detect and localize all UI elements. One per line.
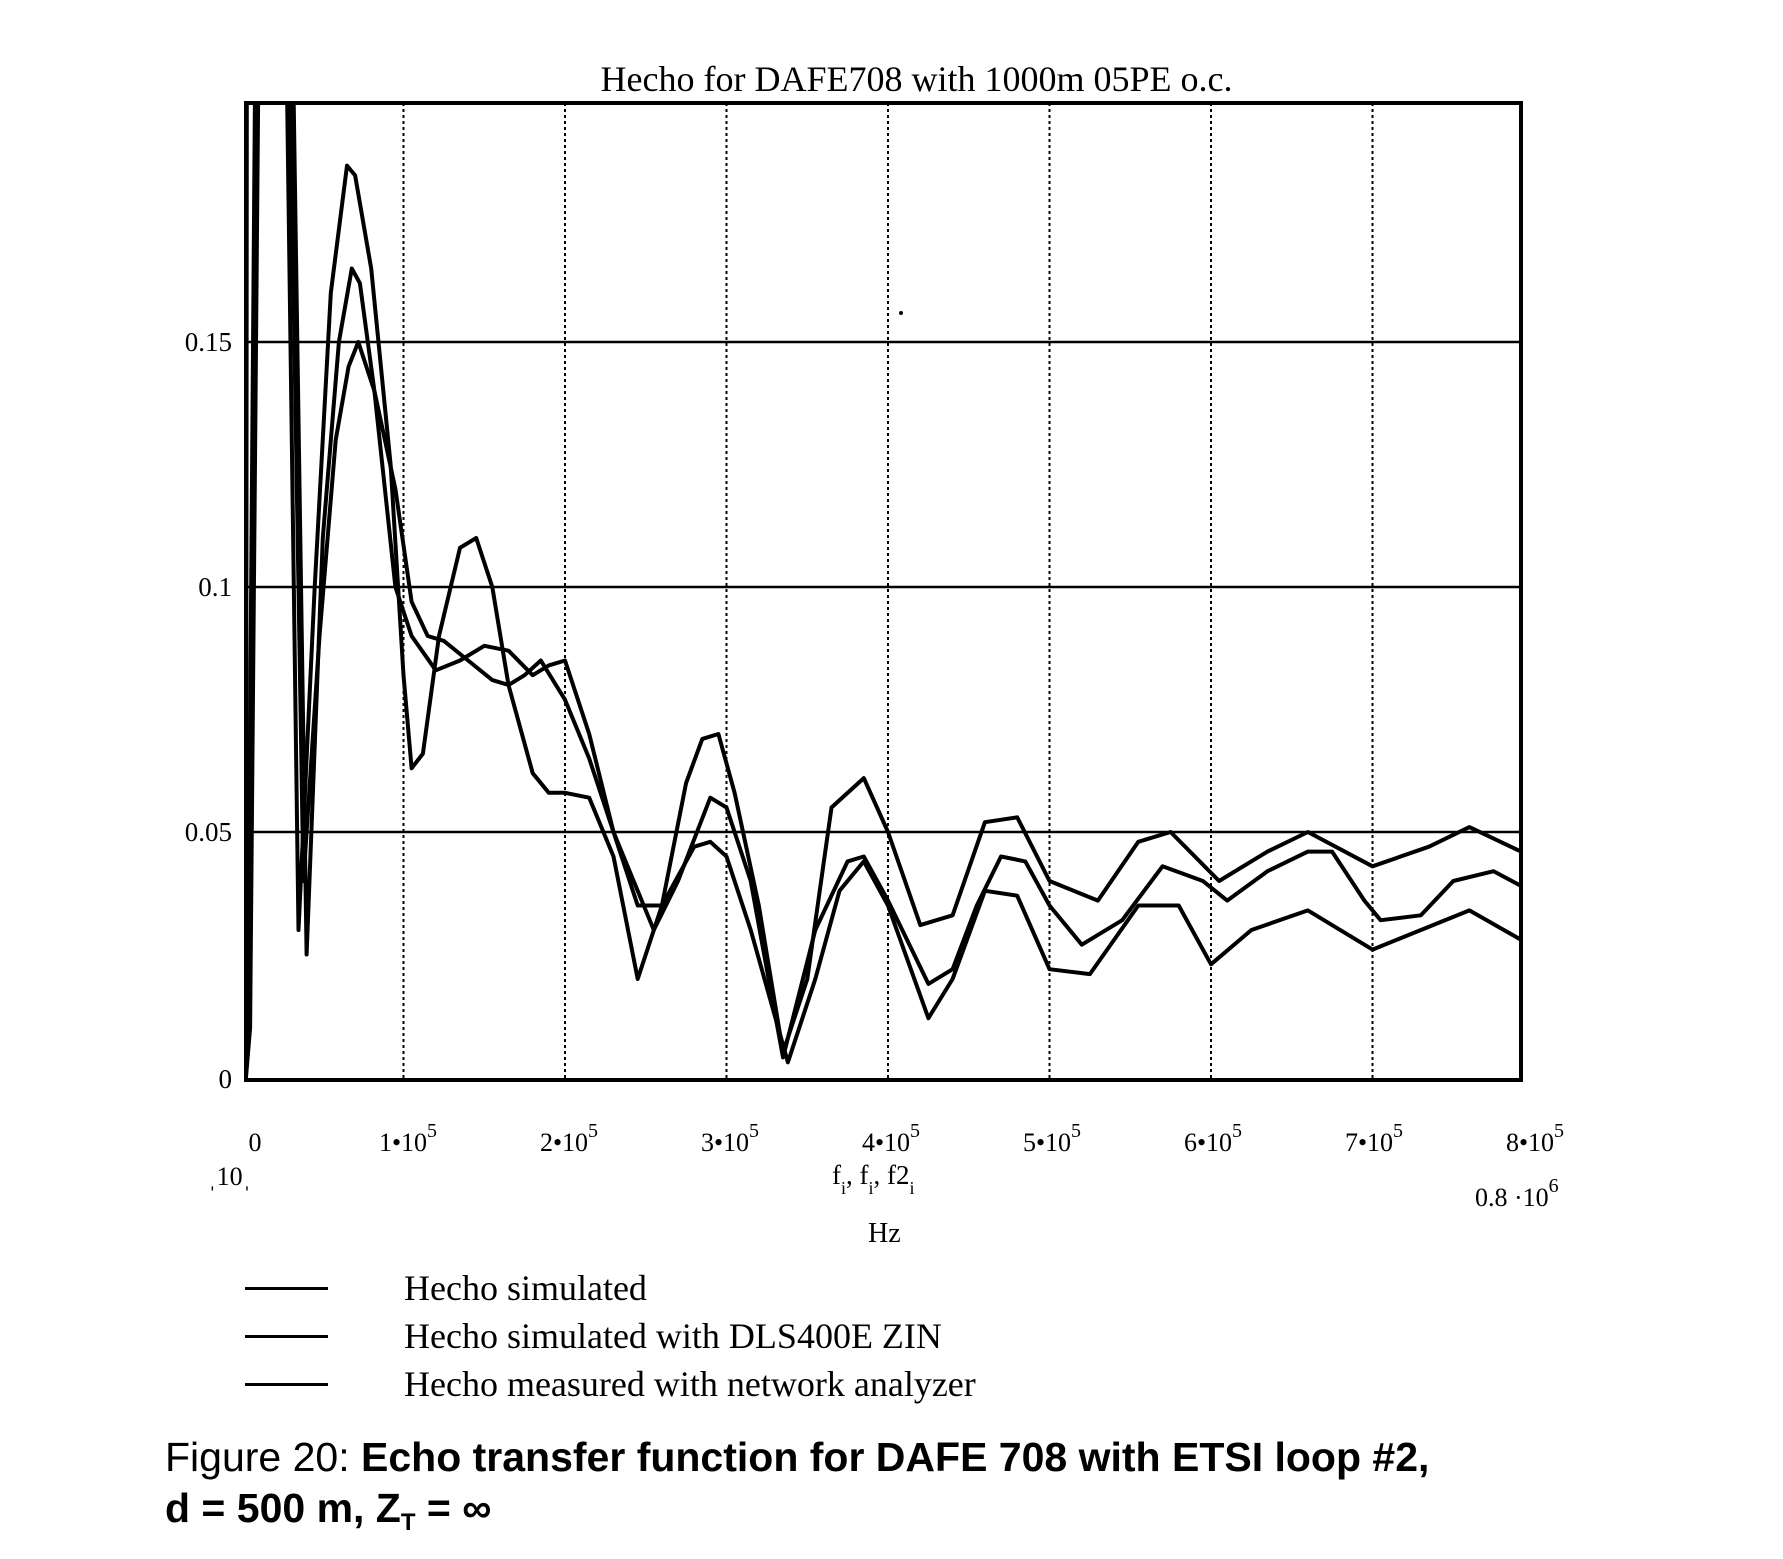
x-range-end-note: 0.8 ·106	[1475, 1175, 1559, 1212]
series-line-1	[244, 101, 1522, 1078]
scan-artifact-dot	[899, 311, 903, 315]
legend-line-swatch	[245, 1382, 328, 1386]
y-tick-0-1: 0.1	[198, 572, 232, 602]
legend-line-swatch	[245, 1334, 328, 1338]
chart-title: Hecho for DAFE708 with 1000m 05PE o.c.	[600, 59, 1233, 99]
x-tick-6e5: 6•105	[1183, 1120, 1243, 1157]
legend-label: Hecho simulated with DLS400E ZIN	[404, 1316, 942, 1356]
legend-item-hecho-measured: Hecho measured with network analyzer	[245, 1362, 976, 1406]
figure-caption: Figure 20: Echo transfer function for DA…	[165, 1434, 1430, 1536]
x-tick-8e5: 8•105	[1505, 1120, 1565, 1157]
x-tick-4e5: 4•105	[861, 1120, 921, 1157]
x-axis-variables: fi, fi, f2i	[832, 1160, 915, 1198]
plot-frame	[244, 101, 1523, 1082]
y-tick-0-05: 0.05	[184, 817, 232, 847]
y-tick-0: 0	[218, 1064, 233, 1094]
x-range-start-note: ˌ10ˌ	[208, 1162, 252, 1191]
x-axis-unit: Hz	[868, 1218, 901, 1249]
legend-label: Hecho simulated	[404, 1268, 647, 1308]
grid-lines	[246, 103, 1521, 1080]
x-tick-0: 0	[248, 1128, 262, 1157]
series-line-2	[244, 101, 1522, 1078]
x-tick-1e5: 1•105	[378, 1120, 438, 1157]
y-tick-0-15: 0.15	[184, 327, 232, 357]
x-tick-7e5: 7•105	[1344, 1120, 1404, 1157]
series-line-3	[244, 101, 1522, 1078]
legend-item-hecho-simulated: Hecho simulated	[245, 1266, 647, 1310]
data-series	[244, 101, 1522, 1078]
legend-label: Hecho measured with network analyzer	[404, 1364, 976, 1404]
x-tick-5e5: 5•105	[1022, 1120, 1082, 1157]
legend-item-hecho-dls400e: Hecho simulated with DLS400E ZIN	[245, 1314, 942, 1358]
x-tick-2e5: 2•105	[539, 1120, 599, 1157]
legend-line-swatch	[245, 1286, 328, 1290]
x-tick-3e5: 3•105	[700, 1120, 760, 1157]
